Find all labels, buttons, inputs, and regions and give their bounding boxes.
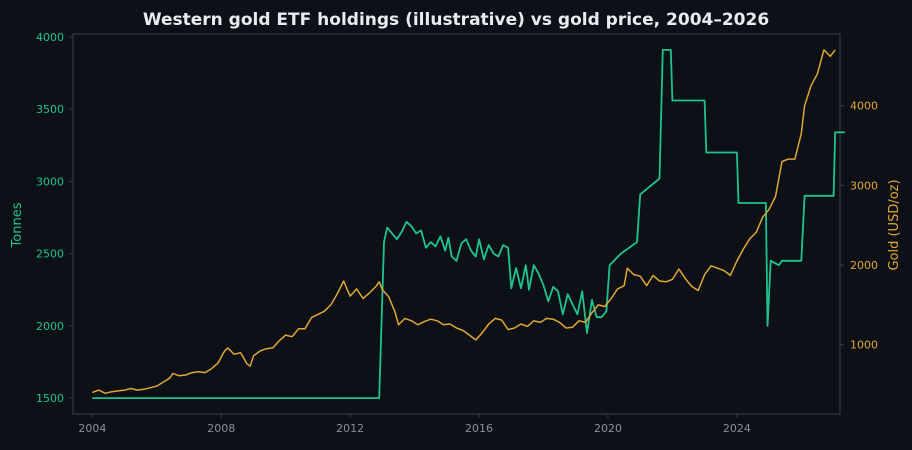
y-left-tick-label: 2500 [36,248,64,261]
x-tick-label: 2024 [723,422,751,435]
y-axis-left-label: Tonnes [10,202,25,248]
plot-frame [72,33,841,415]
x-tick-label: 2008 [207,422,235,435]
x-tick-label: 2004 [78,422,106,435]
y-right-tick-label: 2000 [850,259,878,272]
y-left-tick-label: 3500 [36,103,64,116]
y-left-tick-label: 2000 [36,320,64,333]
y-right-tick-label: 4000 [850,100,878,113]
y-right-tick-label: 3000 [850,179,878,192]
x-tick-label: 2016 [465,422,493,435]
y-right-tick-label: 1000 [850,339,878,352]
x-tick-label: 2020 [594,422,622,435]
chart-marks: 2004 2008 2012 2016 2020 2024 1500 2000 2500 3000… [36,31,878,435]
y-left-tick-label: 1500 [36,392,64,405]
y-left-tick-label: 4000 [36,31,64,44]
y-left-tick-label: 3000 [36,175,64,188]
y-axis-right-label: Gold (USD/oz) [887,179,902,270]
x-tick-label: 2012 [336,422,364,435]
chart-title: Western gold ETF holdings (illustrative)… [143,10,769,30]
gold-price-series-line [92,49,836,395]
holdings-series-line [92,49,845,400]
